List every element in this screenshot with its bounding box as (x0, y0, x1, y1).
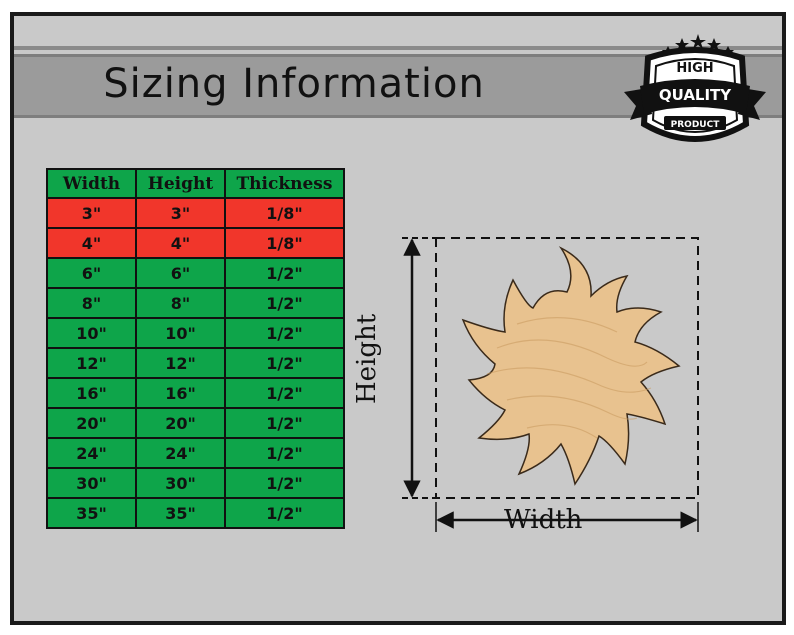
table-row: 10" 10" 1/2" (46, 317, 345, 349)
cell-height: 20" (135, 407, 226, 439)
dashed-bounding-box (435, 237, 699, 499)
table-row: 6" 6" 1/2" (46, 257, 345, 289)
table-row: 35" 35" 1/2" (46, 497, 345, 529)
header-width: Width (46, 168, 137, 199)
table-row: 12" 12" 1/2" (46, 347, 345, 379)
cell-thickness: 1/2" (224, 257, 345, 289)
cell-thickness: 1/2" (224, 347, 345, 379)
table-row: 4" 4" 1/8" (46, 227, 345, 259)
sizing-table: Width Height Thickness 3" 3" 1/8" 4" 4" … (46, 168, 345, 529)
table-header-row: Width Height Thickness (46, 168, 345, 199)
badge-line-high: HIGH (676, 61, 713, 76)
badge-line-product: PRODUCT (671, 120, 721, 130)
cell-width: 30" (46, 467, 137, 499)
cell-width: 6" (46, 257, 137, 289)
table-row: 16" 16" 1/2" (46, 377, 345, 409)
cell-width: 3" (46, 197, 137, 229)
width-label: Width (504, 505, 583, 535)
cell-height: 30" (135, 467, 226, 499)
cell-thickness: 1/2" (224, 377, 345, 409)
table-row: 3" 3" 1/8" (46, 197, 345, 229)
header-thickness: Thickness (224, 168, 345, 199)
cell-height: 4" (135, 227, 226, 259)
table-row: 8" 8" 1/2" (46, 287, 345, 319)
badge-line-quality: QUALITY (659, 86, 732, 104)
cell-height: 24" (135, 437, 226, 469)
cell-height: 3" (135, 197, 226, 229)
cell-height: 12" (135, 347, 226, 379)
header-height: Height (135, 168, 226, 199)
cell-thickness: 1/2" (224, 407, 345, 439)
cell-height: 10" (135, 317, 226, 349)
cell-thickness: 1/2" (224, 497, 345, 529)
cell-height: 35" (135, 497, 226, 529)
cell-height: 6" (135, 257, 226, 289)
cell-thickness: 1/8" (224, 197, 345, 229)
cell-thickness: 1/2" (224, 467, 345, 499)
table-row: 24" 24" 1/2" (46, 437, 345, 469)
cell-width: 8" (46, 287, 137, 319)
cell-width: 10" (46, 317, 137, 349)
cell-width: 16" (46, 377, 137, 409)
cell-width: 35" (46, 497, 137, 529)
cell-height: 8" (135, 287, 226, 319)
cell-thickness: 1/8" (224, 227, 345, 259)
cell-width: 4" (46, 227, 137, 259)
cell-thickness: 1/2" (224, 437, 345, 469)
table-row: 30" 30" 1/2" (46, 467, 345, 499)
page-title: Sizing Information (103, 61, 485, 107)
cell-width: 12" (46, 347, 137, 379)
cell-thickness: 1/2" (224, 317, 345, 349)
sun-icon (461, 246, 681, 486)
cell-width: 20" (46, 407, 137, 439)
height-label: Height (352, 313, 382, 404)
cell-width: 24" (46, 437, 137, 469)
quality-badge-icon: HIGH QUALITY PRODUCT (624, 34, 766, 142)
dimension-diagram (402, 237, 699, 532)
cell-height: 16" (135, 377, 226, 409)
sizing-frame: Sizing Information HIGH QUALITY PRODUCT … (10, 12, 786, 625)
banner-top-stripe (14, 46, 782, 50)
table-row: 20" 20" 1/2" (46, 407, 345, 439)
cell-thickness: 1/2" (224, 287, 345, 319)
